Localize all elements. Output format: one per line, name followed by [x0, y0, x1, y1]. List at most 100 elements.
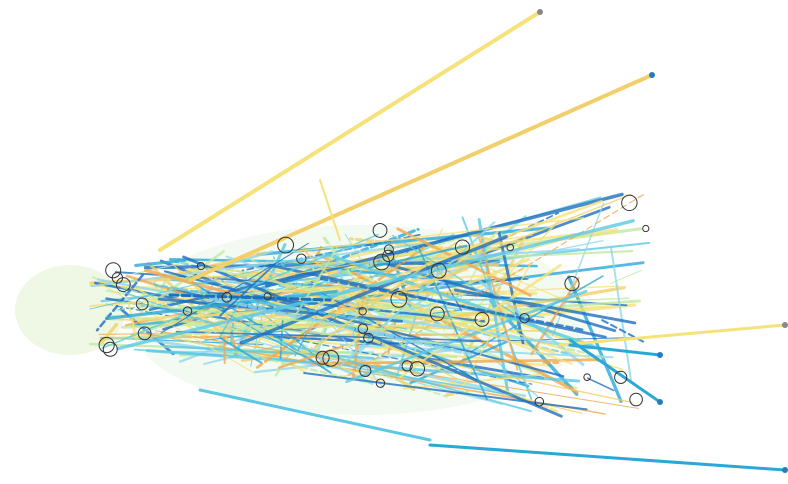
edge — [290, 217, 585, 253]
edge — [219, 337, 263, 364]
node — [137, 326, 152, 341]
edge — [277, 345, 345, 369]
node — [657, 399, 663, 405]
node — [358, 307, 367, 316]
node — [401, 360, 413, 372]
node — [506, 243, 515, 252]
edge — [153, 283, 366, 321]
edge — [157, 297, 404, 323]
node — [102, 341, 118, 357]
background-blob — [15, 265, 125, 355]
edge — [116, 219, 635, 351]
node — [322, 349, 340, 367]
edge — [89, 244, 366, 310]
edge — [99, 283, 256, 374]
edge — [158, 10, 542, 252]
edge — [304, 250, 387, 330]
node — [629, 392, 643, 407]
node — [372, 223, 388, 238]
edge — [567, 275, 623, 403]
node — [454, 239, 471, 255]
edge — [226, 250, 274, 267]
node — [98, 336, 115, 354]
edge — [155, 330, 639, 409]
edge — [188, 73, 654, 282]
edge — [369, 285, 626, 333]
edge — [132, 260, 193, 275]
edge — [586, 377, 615, 392]
edge — [218, 234, 534, 287]
edge — [272, 256, 276, 260]
edge — [447, 319, 573, 365]
node — [221, 292, 233, 303]
node — [196, 262, 206, 271]
edge — [92, 276, 448, 398]
edge — [568, 338, 662, 404]
edge — [337, 221, 496, 369]
node — [105, 262, 122, 279]
node — [519, 313, 530, 324]
edge — [198, 388, 432, 442]
node — [621, 194, 638, 212]
node — [363, 332, 374, 344]
node — [537, 9, 543, 15]
edge — [314, 270, 363, 312]
node — [614, 370, 628, 384]
node — [263, 292, 272, 301]
node — [564, 276, 580, 292]
edge — [100, 322, 119, 344]
edge — [101, 233, 379, 350]
edge — [409, 354, 545, 380]
edge — [90, 240, 439, 288]
node — [375, 378, 386, 388]
node — [315, 350, 330, 365]
node — [383, 244, 394, 255]
edge — [88, 273, 498, 308]
edge — [115, 301, 473, 339]
edge — [160, 242, 309, 334]
edge — [477, 218, 510, 395]
node — [373, 253, 390, 271]
node — [642, 224, 650, 233]
edge — [469, 275, 604, 353]
node — [782, 322, 788, 328]
node — [429, 306, 445, 322]
edge — [415, 356, 633, 404]
edge — [168, 293, 332, 302]
edge — [568, 343, 662, 357]
edge — [148, 268, 327, 312]
edge — [255, 246, 425, 369]
edge — [268, 263, 607, 339]
edge — [396, 315, 417, 377]
node — [430, 262, 447, 279]
node — [296, 253, 307, 264]
edge — [368, 244, 468, 269]
node — [182, 306, 193, 316]
node — [135, 297, 149, 311]
edge — [104, 289, 338, 321]
node — [277, 236, 295, 254]
edge — [399, 279, 519, 314]
node — [583, 373, 591, 381]
node — [382, 249, 395, 262]
edge — [134, 258, 187, 267]
node — [115, 277, 131, 292]
node — [782, 467, 788, 473]
node — [474, 312, 490, 327]
node — [649, 72, 655, 78]
node — [409, 361, 426, 377]
edge — [610, 246, 632, 382]
edge — [154, 332, 367, 384]
edge — [133, 348, 225, 357]
edge — [88, 342, 458, 359]
edge — [428, 443, 787, 472]
edge — [346, 194, 644, 377]
node — [390, 290, 408, 308]
edge — [366, 298, 561, 302]
node — [657, 352, 663, 358]
edge — [219, 263, 276, 317]
node — [357, 323, 369, 334]
edge — [346, 311, 591, 350]
